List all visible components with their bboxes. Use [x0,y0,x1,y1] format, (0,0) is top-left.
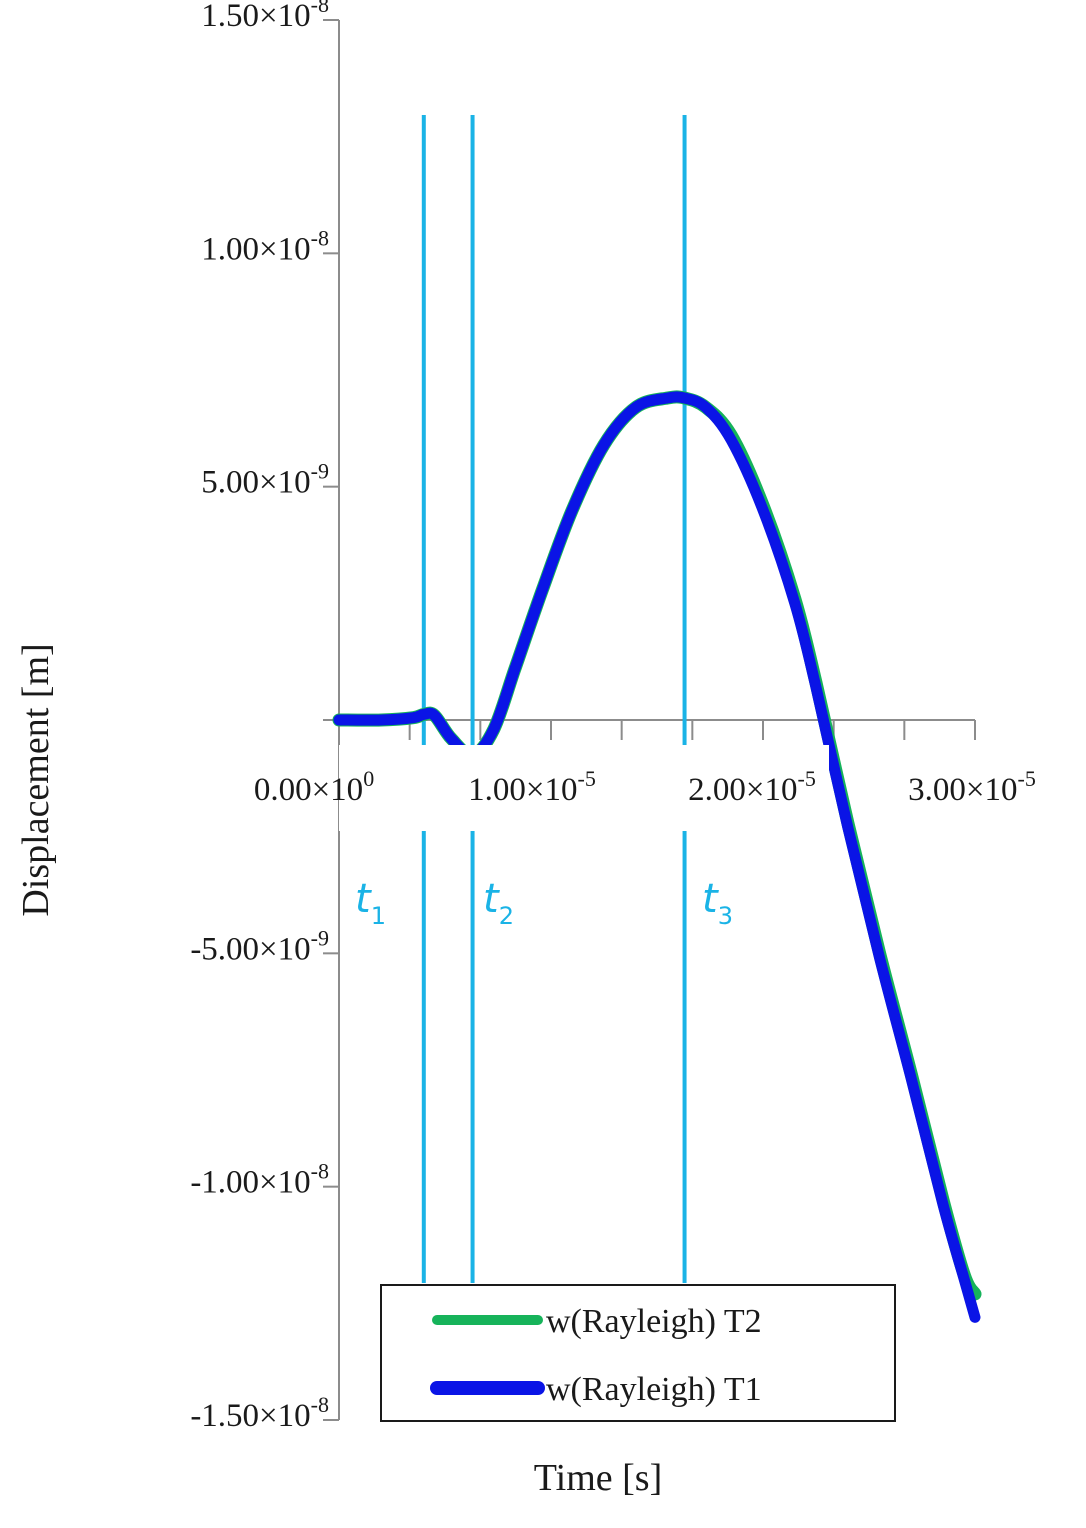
marker-label: t1 [355,876,386,930]
y-tick-label: 1.50×10-8 [201,0,329,34]
series-lines [332,390,982,1323]
y-ticks: 1.50×10-8 1.00×10-8 5.00×10-9 -5.00×10-9 -1.… [190,0,339,1434]
legend-entry: w(Rayleigh) T1 [546,1371,762,1408]
legend-box [380,1284,896,1422]
time-markers [421,115,687,1283]
x-tick-label: 3.00×10-5 [908,766,1036,808]
x-tick-label: 2.00×10-5 [688,766,816,808]
legend-entry: w(Rayleigh) T2 [546,1303,762,1340]
legend: w(Rayleigh) T2 w(Rayleigh) T1 [380,1284,896,1422]
y-axis-title: Displacement [m] [15,643,57,916]
series-line [332,390,982,1301]
x-tick-label: 1.00×10-5 [468,766,596,808]
series-line [333,391,981,1323]
x-axis-label-band [339,745,829,831]
marker-label: t2 [483,876,514,930]
x-tick-labels: 0.00×100 1.00×10-5 2.00×10-5 3.00×10-5 [254,766,1036,808]
x-tick-label: 0.00×100 [254,766,374,808]
y-tick-label: -5.00×10-9 [190,925,329,967]
marker-labels: t1 t2 t3 [355,876,733,930]
x-axis-title: Time [s] [534,1457,662,1499]
marker-label: t3 [702,876,733,930]
x-ticks [408,720,976,740]
y-tick-label: -1.50×10-8 [190,1392,329,1434]
y-tick-label: 1.00×10-8 [201,225,329,267]
y-tick-label: 5.00×10-9 [201,459,329,501]
y-tick-label: -1.00×10-8 [190,1159,329,1201]
